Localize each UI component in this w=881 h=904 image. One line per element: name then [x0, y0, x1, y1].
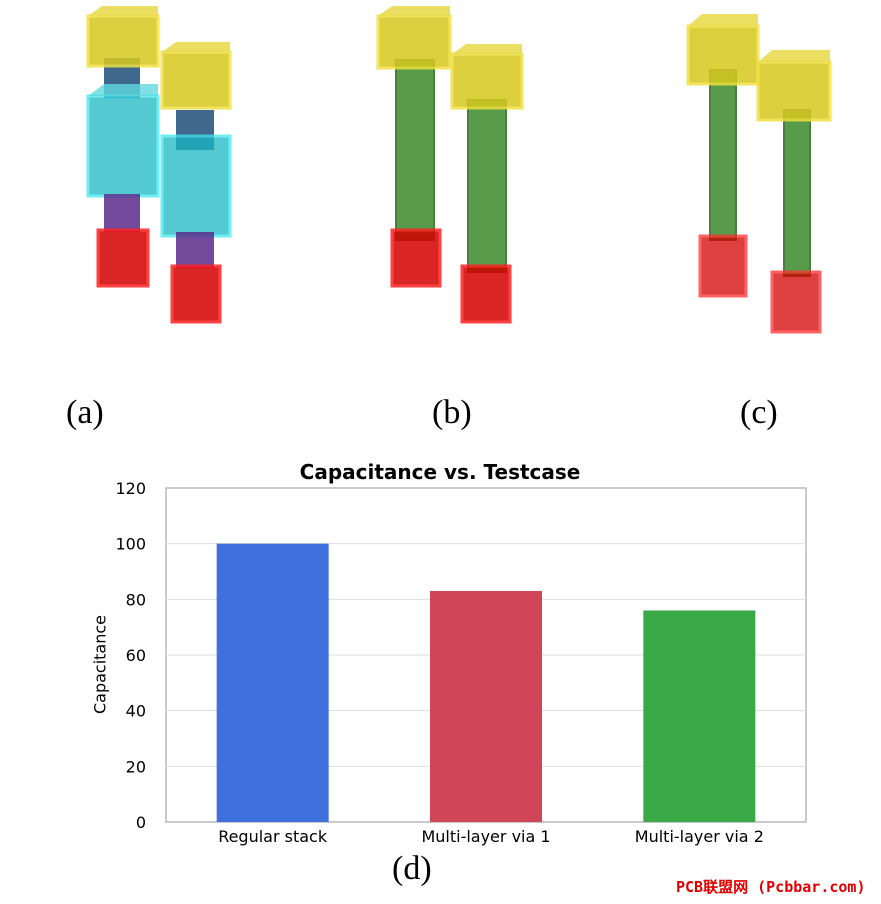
cyan-layer-top [88, 84, 158, 96]
top-pad-top [88, 6, 158, 16]
top-pad [86, 14, 160, 68]
bottom-pad [390, 228, 442, 288]
bar-chart: 0 20 40 60 80 100 120 Regular stack Multi-layer… [115, 479, 807, 846]
top-pad [376, 14, 452, 70]
x-tick-label: Regular stack [218, 827, 328, 846]
top-pad-top [452, 44, 522, 54]
bar [430, 590, 542, 822]
top-pad-top [688, 14, 758, 26]
cyan-layer [86, 94, 160, 198]
panel-label-c: (c) [740, 394, 778, 431]
panel-label-d: (d) [392, 850, 432, 887]
panel-label-b: (b) [432, 394, 472, 431]
top-pad [756, 60, 832, 122]
bar [216, 543, 329, 822]
via-barrel [783, 109, 811, 277]
via-barrel [709, 69, 737, 241]
x-tick-label: Multi-layer via 1 [421, 827, 550, 846]
panel-label-a: (a) [66, 394, 104, 431]
y-tick-label: 20 [126, 757, 146, 776]
via-segment [176, 232, 214, 268]
top-pad [686, 24, 760, 86]
top-pad-top [378, 6, 450, 16]
top-pad-top [162, 42, 230, 52]
bars [216, 543, 756, 822]
top-pad [160, 50, 232, 110]
bottom-pad [698, 234, 748, 298]
x-tick-labels: Regular stack Multi-layer via 1 Multi-laye… [218, 827, 764, 846]
bottom-pad [170, 264, 222, 324]
via-barrel [395, 59, 435, 241]
watermark: PCB联盟网 (Pcbbar.com) [676, 878, 866, 896]
panel-c-illustration [686, 14, 832, 334]
bottom-pad [460, 264, 512, 324]
y-tick-label: 80 [126, 590, 146, 609]
panel-b-illustration [376, 6, 524, 324]
top-pad [450, 52, 524, 110]
via-segment [104, 194, 140, 232]
chart-title: Capacitance vs. Testcase [299, 460, 581, 484]
cyan-layer [160, 134, 232, 238]
x-tick-label: Multi-layer via 2 [635, 827, 764, 846]
bar [643, 610, 756, 822]
y-tick-label: 40 [126, 702, 146, 721]
y-tick-label: 100 [115, 535, 146, 554]
y-tick-labels: 0 20 40 60 80 100 120 [115, 479, 146, 832]
panel-a-illustration [86, 6, 232, 324]
y-axis-label: Capacitance [90, 614, 110, 715]
bottom-pad [770, 270, 822, 334]
y-tick-label: 120 [115, 479, 146, 498]
y-tick-label: 60 [126, 646, 146, 665]
bottom-pad [96, 228, 150, 288]
y-tick-label: 0 [136, 813, 146, 832]
top-pad-top [758, 50, 830, 62]
via-barrel [467, 99, 507, 273]
